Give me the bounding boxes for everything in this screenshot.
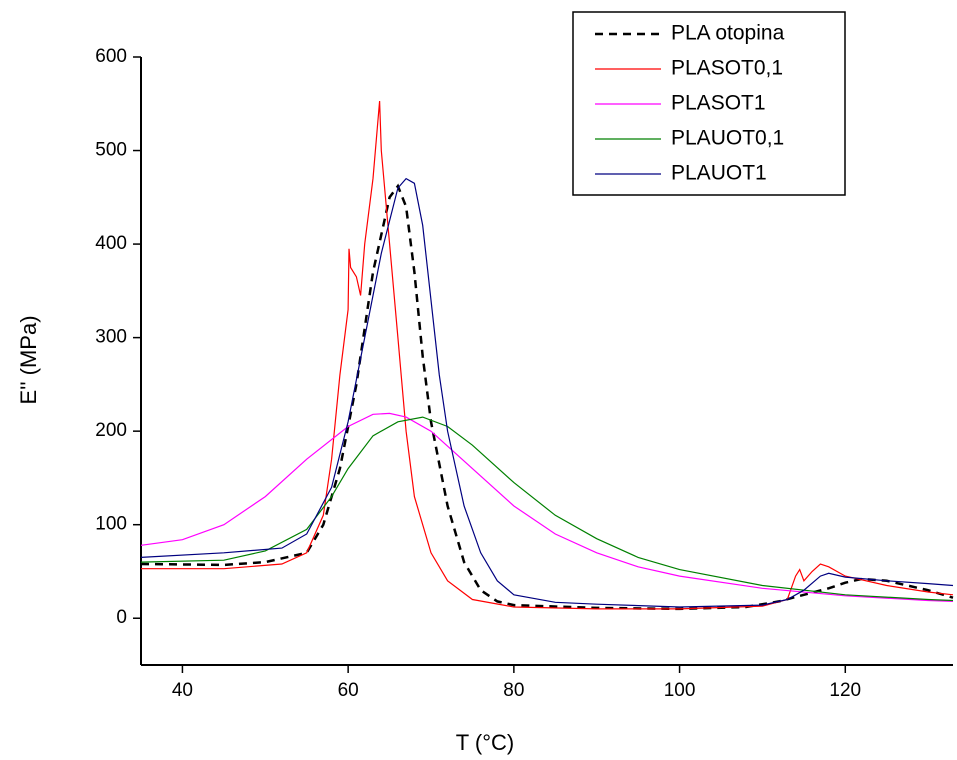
x-tick-label: 120 xyxy=(829,680,861,701)
legend-label: PLA otopina xyxy=(671,22,785,45)
x-tick-label: 80 xyxy=(503,680,524,701)
y-tick-label: 600 xyxy=(95,46,127,67)
legend-label: PLAUOT1 xyxy=(671,162,767,185)
x-axis-label: T (°C) xyxy=(456,730,515,755)
x-tick-label: 100 xyxy=(664,680,696,701)
y-tick-label: 300 xyxy=(95,327,127,348)
legend-label: PLAUOT0,1 xyxy=(671,127,784,150)
series-line xyxy=(140,412,954,602)
x-tick-label: 60 xyxy=(338,680,359,701)
series-line xyxy=(140,183,954,611)
series-line xyxy=(140,416,954,602)
x-tick-label: 40 xyxy=(172,680,193,701)
y-tick-label: 400 xyxy=(95,233,127,254)
y-tick-label: 100 xyxy=(95,514,127,535)
y-tick-label: 500 xyxy=(95,140,127,161)
y-tick-label: 200 xyxy=(95,420,127,441)
series-line xyxy=(140,177,954,608)
legend-label: PLASOT1 xyxy=(671,92,766,115)
legend-label: PLASOT0,1 xyxy=(671,57,783,80)
y-axis-label: E'' (MPa) xyxy=(16,315,41,404)
series-line xyxy=(141,100,954,610)
y-tick-label: 0 xyxy=(116,607,127,628)
